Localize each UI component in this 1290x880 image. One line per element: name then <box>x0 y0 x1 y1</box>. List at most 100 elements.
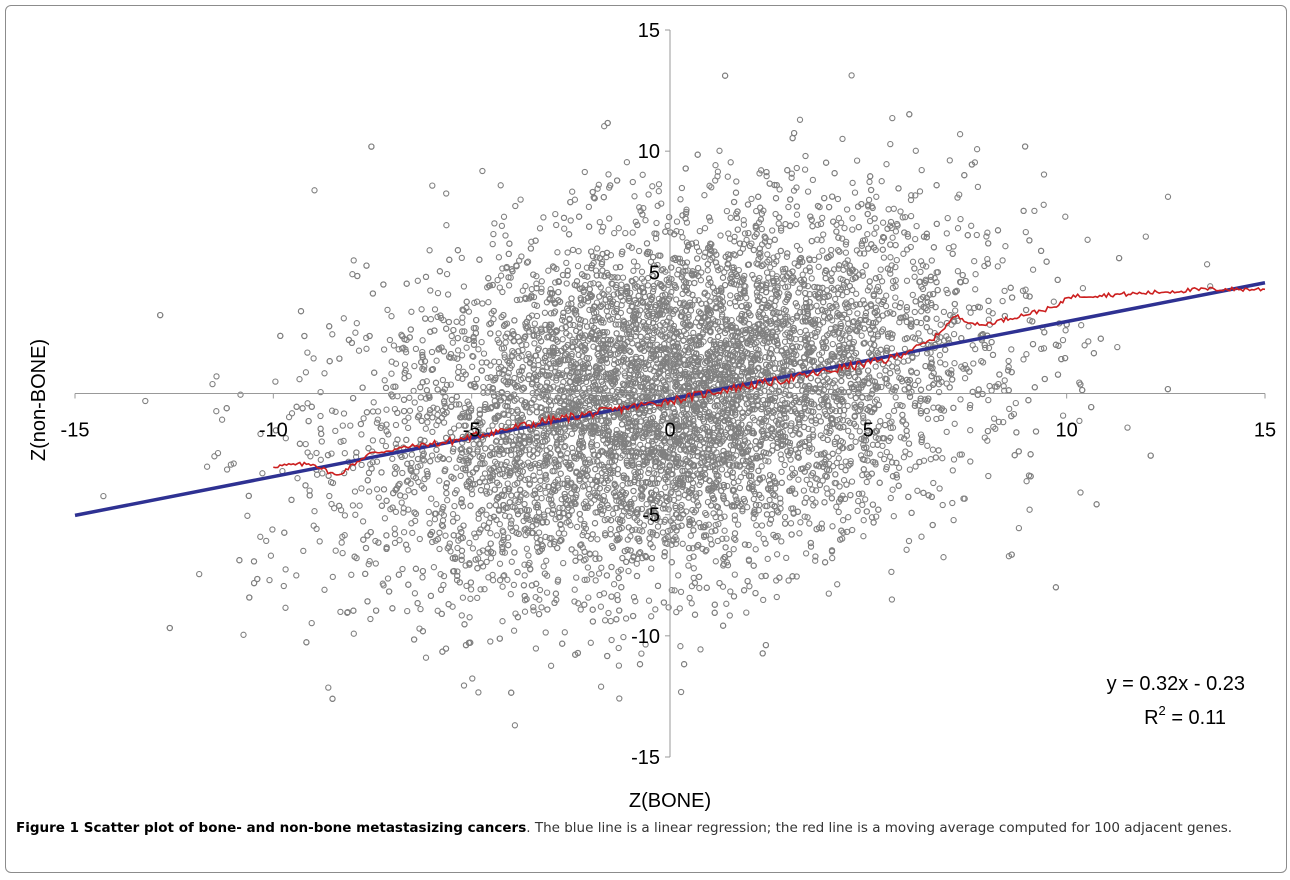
scatter-point <box>679 540 686 547</box>
scatter-point <box>670 496 678 504</box>
scatter-point <box>1059 412 1067 419</box>
scatter-point <box>404 424 412 432</box>
scatter-point <box>727 292 734 299</box>
scatter-point <box>266 576 273 584</box>
scatter-point <box>574 262 582 270</box>
scatter-point <box>862 496 869 503</box>
scatter-point <box>853 247 861 254</box>
scatter-point <box>877 418 884 425</box>
scatter-point <box>911 273 918 280</box>
scatter-point <box>848 72 855 79</box>
scatter-point <box>804 282 812 290</box>
scatter-point <box>519 287 526 294</box>
scatter-point <box>951 420 958 427</box>
scatter-point <box>688 600 695 607</box>
scatter-point <box>671 587 678 594</box>
scatter-point <box>994 263 1001 270</box>
scatter-point <box>974 183 982 191</box>
scatter-point <box>686 554 693 562</box>
scatter-point <box>542 489 549 496</box>
scatter-point <box>1023 351 1030 358</box>
scatter-point <box>817 220 825 228</box>
scatter-point <box>796 431 803 438</box>
scatter-point <box>460 682 468 689</box>
scatter-point <box>455 363 463 371</box>
scatter-point <box>535 529 543 536</box>
scatter-point <box>341 450 348 457</box>
scatter-point <box>903 277 911 284</box>
scatter-point <box>892 277 899 284</box>
scatter-point <box>460 283 468 290</box>
scatter-point <box>693 244 701 251</box>
scatter-point <box>282 604 289 611</box>
scatter-point <box>411 590 419 597</box>
scatter-point <box>924 442 931 449</box>
scatter-point <box>308 619 315 627</box>
scatter-point <box>1005 363 1012 371</box>
scatter-point <box>449 448 457 455</box>
scatter-point <box>1203 261 1211 268</box>
scatter-point <box>652 606 659 613</box>
scatter-point <box>577 516 584 523</box>
scatter-point <box>530 603 537 611</box>
scatter-point <box>670 308 677 315</box>
scatter-point <box>483 511 490 518</box>
scatter-point <box>758 522 766 529</box>
scatter-point <box>388 313 395 320</box>
scatter-point <box>914 487 921 494</box>
scatter-point <box>1008 346 1015 353</box>
scatter-point <box>973 231 980 239</box>
scatter-point <box>599 356 606 363</box>
scatter-point <box>340 315 347 322</box>
scatter-point <box>585 203 593 211</box>
scatter-point <box>949 499 956 507</box>
scatter-point <box>455 422 463 429</box>
scatter-point <box>594 245 601 252</box>
scatter-point <box>422 654 430 661</box>
scatter-point <box>607 531 614 538</box>
scatter-point <box>508 558 515 565</box>
scatter-point <box>849 226 856 233</box>
scatter-point <box>462 335 469 342</box>
scatter-point <box>678 184 686 192</box>
scatter-point <box>809 176 817 184</box>
scatter-point <box>756 170 763 177</box>
scatter-point <box>417 605 424 613</box>
scatter-point <box>778 538 785 545</box>
scatter-point <box>696 584 703 592</box>
scatter-point <box>763 172 770 180</box>
scatter-point <box>1114 343 1121 351</box>
scatter-point <box>567 522 574 529</box>
scatter-point <box>325 684 332 691</box>
scatter-point <box>461 404 468 412</box>
scatter-point <box>411 362 418 370</box>
scatter-point <box>466 614 473 621</box>
scatter-point <box>843 238 850 246</box>
scatter-point <box>615 225 622 232</box>
scatter-point <box>836 345 843 353</box>
scatter-point <box>448 332 455 340</box>
scatter-point <box>600 507 607 514</box>
scatter-point <box>352 329 359 336</box>
scatter-point <box>1142 233 1149 240</box>
scatter-point <box>593 442 601 449</box>
scatter-point <box>373 419 381 426</box>
scatter-point <box>499 583 506 590</box>
scatter-point <box>504 576 511 583</box>
scatter-point <box>620 633 627 641</box>
scatter-point <box>521 608 529 615</box>
scatter-point <box>885 412 892 420</box>
scatter-point <box>664 369 672 377</box>
scatter-point <box>502 232 509 239</box>
scatter-point <box>611 229 618 237</box>
scatter-point <box>491 220 498 227</box>
scatter-point <box>459 319 466 326</box>
scatter-point <box>213 373 220 380</box>
scatter-point <box>611 274 618 281</box>
scatter-point <box>858 332 865 339</box>
scatter-point <box>605 171 612 178</box>
scatter-point <box>592 550 599 557</box>
scatter-point <box>477 586 484 593</box>
scatter-point <box>430 564 438 571</box>
scatter-point <box>638 268 646 275</box>
